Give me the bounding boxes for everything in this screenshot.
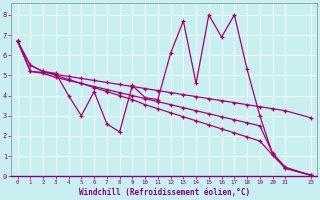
X-axis label: Windchill (Refroidissement éolien,°C): Windchill (Refroidissement éolien,°C) xyxy=(79,188,250,197)
